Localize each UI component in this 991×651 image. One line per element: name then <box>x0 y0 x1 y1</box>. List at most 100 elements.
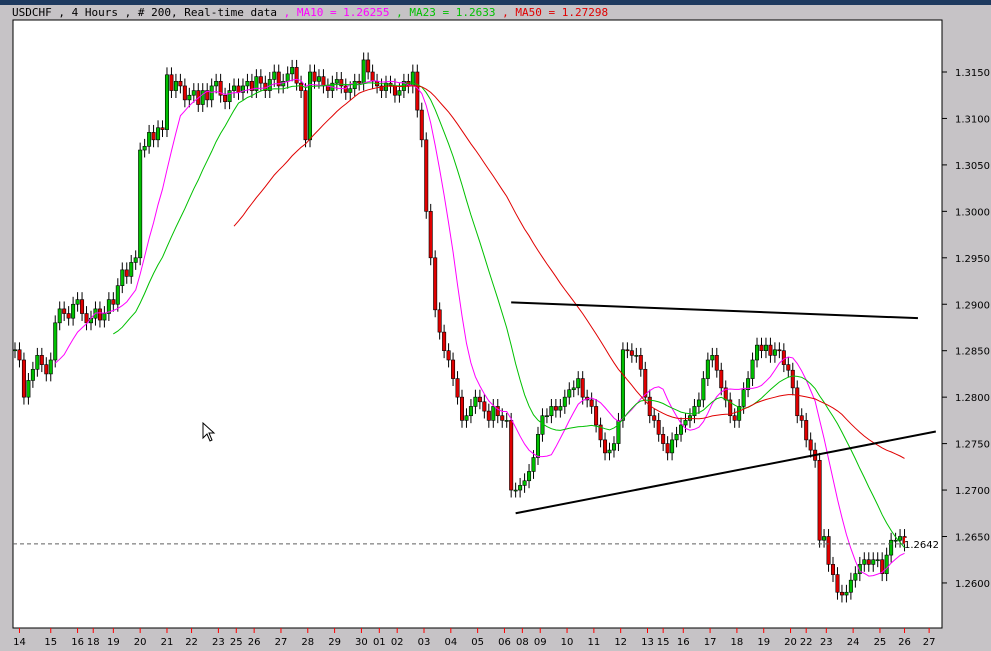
candle-body <box>66 313 71 319</box>
candle-body <box>21 359 26 398</box>
candle-body <box>276 71 281 87</box>
candle-body <box>527 471 532 482</box>
candle-body <box>397 90 402 96</box>
candle-body <box>781 350 786 365</box>
candle-body <box>580 378 585 398</box>
ma23-line <box>113 82 905 549</box>
candle-body <box>589 399 594 407</box>
candle-body <box>294 67 299 84</box>
candle-body <box>357 80 362 84</box>
candle-body <box>138 149 143 259</box>
candle-body <box>142 146 147 151</box>
candle-body <box>223 94 228 103</box>
candle-body <box>44 364 49 375</box>
candle-body <box>84 313 89 324</box>
candle-body <box>160 127 165 130</box>
x-tick-label: 20 <box>784 637 797 648</box>
candle-body <box>871 559 876 565</box>
candle-body <box>763 344 768 352</box>
x-tick-label: 09 <box>534 637 547 648</box>
candle-body <box>562 396 567 407</box>
candle-body <box>558 406 563 411</box>
candle-body <box>133 257 138 263</box>
candle-body <box>607 449 612 454</box>
candle-body <box>611 443 616 451</box>
candle-body <box>567 389 572 398</box>
y-tick-label: 1.3100 <box>955 114 990 125</box>
candle-body <box>710 355 715 361</box>
x-tick-label: 25 <box>874 637 887 648</box>
candle-body <box>468 406 473 417</box>
x-tick-label: 19 <box>107 637 120 648</box>
candle-body <box>102 313 107 321</box>
x-tick-label: 18 <box>731 637 744 648</box>
timeframe: 4 Hours <box>71 6 118 19</box>
candle-body <box>576 378 581 389</box>
x-tick-label: 01 <box>373 637 386 648</box>
candle-body <box>687 415 692 421</box>
candle-body <box>786 364 791 371</box>
candle-body <box>71 303 76 319</box>
candle-body <box>822 536 827 541</box>
current-price-label-background <box>905 537 941 550</box>
candle-body <box>817 460 822 541</box>
candle-body <box>214 80 219 87</box>
candle-body <box>334 79 339 84</box>
candle-body <box>62 308 67 314</box>
candle-body <box>321 76 326 87</box>
menu-bar <box>0 0 991 5</box>
candle-body <box>732 415 737 421</box>
candle-body <box>272 71 277 80</box>
plot-area[interactable] <box>12 19 943 629</box>
x-tick-label: 26 <box>898 637 911 648</box>
x-tick-label: 21 <box>161 637 174 648</box>
candle-body <box>299 82 304 91</box>
candle-body <box>53 322 58 361</box>
candle-body <box>415 71 420 111</box>
ma50-line <box>233 85 905 459</box>
candle-body <box>156 127 161 141</box>
x-tick-label: 10 <box>561 637 574 648</box>
candle-body <box>48 359 53 375</box>
candle-body <box>719 369 724 389</box>
candle-body <box>312 71 317 82</box>
candle-body <box>705 359 710 379</box>
candle-body <box>227 90 232 103</box>
x-tick-label: 19 <box>757 637 770 648</box>
candle-body <box>616 420 621 444</box>
candle-body <box>544 415 549 418</box>
candle-body <box>370 71 375 82</box>
candle-body <box>696 399 701 407</box>
x-tick-label: 18 <box>87 637 100 648</box>
candle-body <box>182 85 187 101</box>
candle-body <box>205 90 210 101</box>
candle-body <box>598 424 603 441</box>
candle-body <box>258 76 263 84</box>
candle-body <box>777 349 782 352</box>
candle-body <box>620 349 625 421</box>
candle-body <box>451 359 456 379</box>
x-tick-label: 02 <box>391 637 404 648</box>
candle-body <box>111 299 116 305</box>
moving-averages <box>54 78 905 577</box>
candle-body <box>35 355 40 370</box>
trendlines <box>511 301 937 515</box>
current-price-line: 1.2642 <box>13 537 942 551</box>
symbol: USDCHF <box>12 6 52 19</box>
x-tick-label: 08 <box>516 637 529 648</box>
candle-body <box>500 415 505 421</box>
candle-body <box>880 559 885 574</box>
candle-body <box>674 434 679 441</box>
candle-body <box>683 420 688 426</box>
candle-body <box>120 269 125 286</box>
mouse-cursor-icon <box>202 421 216 442</box>
candle-body <box>218 80 223 96</box>
candle-body <box>571 387 576 391</box>
candle-body <box>826 536 831 565</box>
x-tick-label: 24 <box>847 637 860 648</box>
x-tick-label: 22 <box>185 637 198 648</box>
candle-body <box>643 368 648 398</box>
candle-body <box>844 591 849 596</box>
candle-body <box>755 344 760 361</box>
